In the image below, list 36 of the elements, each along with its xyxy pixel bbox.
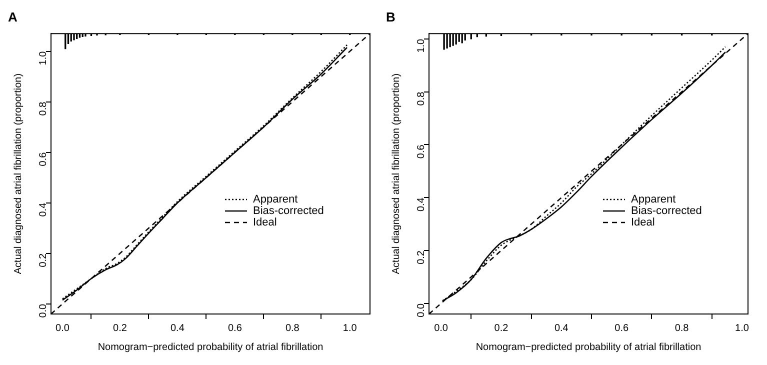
x-tick-label: 1.0 xyxy=(342,322,358,334)
x-tick-label: 0.8 xyxy=(285,322,300,334)
x-axis-title: Nomogram−predicted probability of atrial fibrillation xyxy=(476,342,702,353)
legend-label: Ideal xyxy=(631,216,655,229)
chart-title: A xyxy=(8,9,18,24)
y-tick-label: 1.0 xyxy=(38,50,49,66)
legend-label: Apparent xyxy=(253,194,298,206)
x-tick-label: 0.0 xyxy=(56,322,70,334)
x-tick-label: 0.6 xyxy=(614,322,629,334)
y-tick-label: 0.8 xyxy=(416,91,427,106)
y-tick-label: 0.6 xyxy=(38,152,49,166)
x-tick-label: 0.2 xyxy=(494,322,509,334)
legend-label: Ideal xyxy=(253,216,277,229)
y-axis-title: Actual diagnosed atrial fibrillation (proportion) xyxy=(390,73,402,274)
y-tick-label: 1.0 xyxy=(416,38,427,53)
legend-label: Bias-corrected xyxy=(253,205,324,218)
x-tick-label: 0.8 xyxy=(674,322,690,334)
y-tick-label: 0.2 xyxy=(416,250,427,264)
x-tick-label: 0.6 xyxy=(228,322,242,334)
y-tick-label: 0.0 xyxy=(416,302,427,318)
x-tick-label: 1.0 xyxy=(735,322,750,334)
y-axis-title: Actual diagnosed atrial fibrillation (proportion) xyxy=(12,73,24,274)
legend-label: Apparent xyxy=(631,194,676,206)
legend-label: Bias-corrected xyxy=(631,205,702,218)
x-tick-label: 0.4 xyxy=(170,322,185,334)
y-tick-label: 0.6 xyxy=(416,144,427,159)
y-tick-label: 0.2 xyxy=(38,252,49,268)
chart-title: B xyxy=(386,9,396,24)
y-tick-label: 0.0 xyxy=(38,303,49,318)
x-tick-label: 0.0 xyxy=(434,322,448,334)
x-axis-title: Nomogram−predicted probability of atrial fibrillation xyxy=(98,342,324,353)
y-tick-label: 0.4 xyxy=(416,197,427,212)
x-tick-label: 0.4 xyxy=(554,322,569,334)
y-tick-label: 0.8 xyxy=(38,101,49,116)
x-tick-label: 0.2 xyxy=(113,322,128,334)
y-tick-label: 0.4 xyxy=(38,202,49,217)
